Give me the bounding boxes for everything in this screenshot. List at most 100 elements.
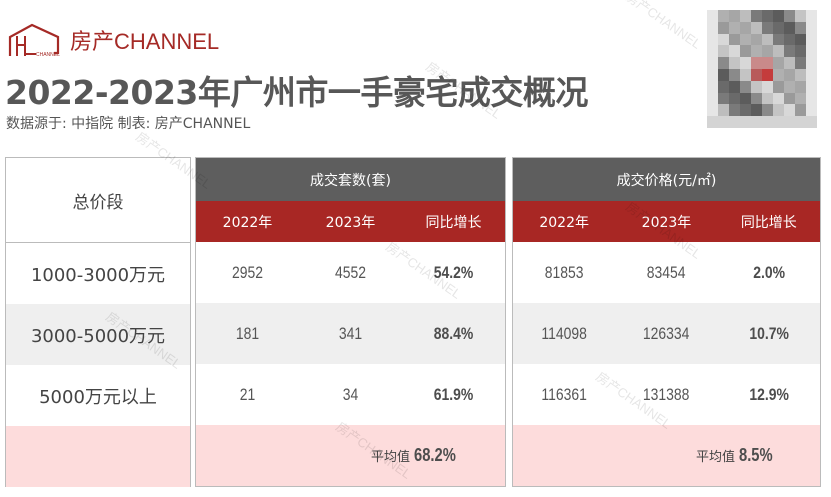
table-row: 181 341 88.4% xyxy=(196,303,505,364)
qr-pixel xyxy=(795,116,806,128)
qr-pixel xyxy=(729,57,740,69)
qr-pixel xyxy=(806,33,817,46)
qr-pixel xyxy=(707,57,718,69)
qr-pixel xyxy=(718,116,729,128)
group-header: 成交价格(元/㎡) xyxy=(513,158,820,201)
qr-pixel xyxy=(773,33,784,46)
cell-yoy: 61.9% xyxy=(433,384,474,404)
cell-2022: 116361 xyxy=(541,384,587,404)
qr-pixel xyxy=(751,92,762,105)
qr-pixel xyxy=(784,104,795,117)
blurred-qr-code xyxy=(707,10,817,128)
qr-pixel xyxy=(795,45,806,58)
price-band-column: 总价段 1000-3000万元 3000-5000万元 5000万元以上 xyxy=(5,157,191,487)
cell-2023: 83454 xyxy=(647,262,686,282)
qr-pixel xyxy=(718,45,729,58)
cell-2022: 114098 xyxy=(541,323,587,343)
qr-pixel xyxy=(718,21,729,34)
column-header: 同比增长 xyxy=(740,214,797,231)
cell-yoy: 54.2% xyxy=(433,262,474,282)
page-title: 2022-2023年广州市一手豪宅成交概况 xyxy=(5,73,588,112)
qr-pixel xyxy=(806,45,817,58)
column-header-row: 2022年 2023年 同比增长 xyxy=(196,201,505,242)
qr-pixel xyxy=(762,33,773,46)
qr-pixel xyxy=(773,45,784,58)
cell-2023: 126334 xyxy=(643,323,690,343)
transactions-count-table: 成交套数(套) 2022年 2023年 同比增长 2952 4552 54.2%… xyxy=(195,157,506,487)
qr-pixel xyxy=(718,57,729,69)
qr-pixel xyxy=(806,92,817,105)
qr-pixel xyxy=(718,92,729,105)
qr-pixel xyxy=(751,80,762,93)
qr-pixel xyxy=(729,45,740,58)
svg-text:CHANNEL: CHANNEL xyxy=(36,52,60,57)
qr-pixel xyxy=(751,33,762,46)
qr-pixel xyxy=(795,92,806,105)
column-header: 同比增长 xyxy=(425,214,482,231)
qr-pixel xyxy=(751,21,762,34)
qr-pixel xyxy=(729,21,740,34)
qr-pixel xyxy=(707,33,718,46)
qr-pixel xyxy=(784,33,795,46)
qr-pixel xyxy=(806,69,817,81)
qr-pixel xyxy=(773,57,784,69)
cell-yoy: 88.4% xyxy=(433,323,474,343)
qr-pixel xyxy=(729,116,740,128)
table-row: 21 34 61.9% xyxy=(196,364,505,425)
qr-pixel xyxy=(795,69,806,81)
qr-pixel xyxy=(784,45,795,58)
qr-pixel xyxy=(707,45,718,58)
qr-pixel xyxy=(773,80,784,93)
cell-2023: 4552 xyxy=(334,262,367,282)
qr-pixel xyxy=(751,45,762,58)
cell-2022: 2952 xyxy=(231,262,264,282)
table-row: 116361 131388 12.9% xyxy=(513,364,820,425)
qr-pixel xyxy=(806,116,817,128)
qr-pixel xyxy=(740,116,751,128)
qr-pixel xyxy=(707,92,718,105)
transaction-price-table: 成交价格(元/㎡) 2022年 2023年 同比增长 81853 83454 2… xyxy=(512,157,821,487)
qr-pixel xyxy=(784,69,795,81)
qr-pixel xyxy=(773,69,784,81)
qr-pixel xyxy=(718,80,729,93)
average-label: 平均值 xyxy=(695,450,735,465)
qr-pixel xyxy=(740,80,751,93)
average-label: 平均值 xyxy=(370,450,410,465)
qr-pixel xyxy=(707,104,718,117)
qr-pixel xyxy=(751,104,762,117)
column-header: 2022年 xyxy=(539,214,589,231)
cell-2022: 181 xyxy=(235,323,260,343)
qr-pixel xyxy=(740,57,751,69)
price-band-header: 总价段 xyxy=(6,158,190,243)
column-header: 2023年 xyxy=(325,214,376,231)
qr-pixel xyxy=(751,116,762,128)
qr-pixel xyxy=(707,10,718,22)
cell-2023: 34 xyxy=(342,384,359,404)
group-header: 成交套数(套) xyxy=(196,158,505,201)
qr-pixel xyxy=(795,80,806,93)
qr-pixel xyxy=(762,69,773,81)
qr-pixel xyxy=(740,45,751,58)
qr-pixel xyxy=(784,92,795,105)
qr-pixel xyxy=(806,10,817,22)
table-row: 2952 4552 54.2% xyxy=(196,242,505,303)
qr-pixel xyxy=(795,33,806,46)
qr-pixel xyxy=(729,80,740,93)
qr-pixel xyxy=(773,21,784,34)
column-header: 2023年 xyxy=(641,214,692,231)
qr-pixel xyxy=(762,104,773,117)
qr-pixel xyxy=(795,21,806,34)
qr-pixel xyxy=(718,69,729,81)
price-band-label: 1000-3000万元 xyxy=(6,243,190,304)
qr-pixel xyxy=(806,21,817,34)
qr-pixel xyxy=(795,57,806,69)
cell-2022: 21 xyxy=(239,384,256,404)
qr-pixel xyxy=(795,10,806,22)
qr-pixel xyxy=(718,104,729,117)
qr-pixel xyxy=(740,33,751,46)
average-value: 68.2% xyxy=(413,445,456,465)
average-row-spacer xyxy=(6,426,190,487)
table-row: 81853 83454 2.0% xyxy=(513,242,820,303)
brand-name: 房产CHANNEL xyxy=(70,29,220,54)
qr-pixel xyxy=(773,10,784,22)
